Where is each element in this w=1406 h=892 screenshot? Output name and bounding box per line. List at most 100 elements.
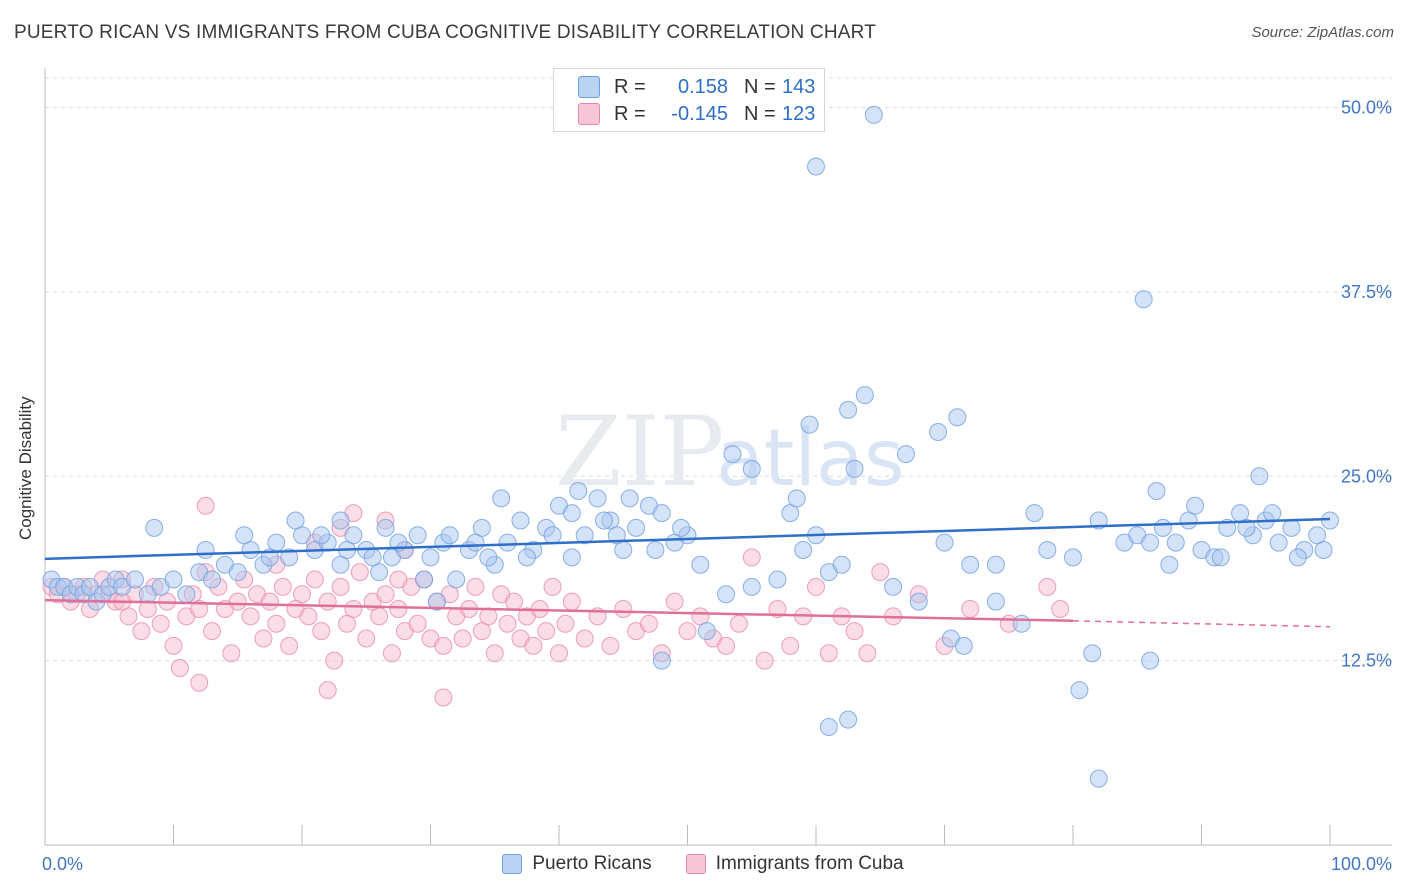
data-point-puerto-ricans (935, 533, 954, 552)
data-point-puerto-ricans (203, 570, 222, 589)
data-point-immigrants-from-cuba (151, 614, 170, 633)
data-point-immigrants-from-cuba (190, 600, 209, 618)
data-point-immigrants-from-cuba (562, 592, 581, 611)
data-point-puerto-ricans (1218, 518, 1237, 537)
data-point-immigrants-from-cuba (312, 622, 331, 641)
trend-line-puerto-ricans (44, 517, 1331, 561)
data-point-immigrants-from-cuba (434, 636, 453, 655)
data-point-immigrants-from-cuba (344, 600, 363, 618)
data-point-puerto-ricans (228, 563, 247, 582)
legend-row-immigrants-from-cuba: R = -0.145 N = 123 (578, 101, 815, 127)
data-point-puerto-ricans (717, 585, 736, 604)
data-point-puerto-ricans (961, 555, 980, 574)
data-point-immigrants-from-cuba (273, 577, 292, 596)
data-point-puerto-ricans (839, 710, 858, 729)
data-point-immigrants-from-cuba (299, 607, 318, 626)
data-point-puerto-ricans (440, 526, 459, 545)
data-point-puerto-ricans (1141, 651, 1160, 670)
data-point-immigrants-from-cuba (203, 622, 222, 641)
legend-swatch-blue (502, 854, 523, 874)
data-point-puerto-ricans (607, 526, 626, 545)
data-point-immigrants-from-cuba (505, 592, 524, 611)
data-point-immigrants-from-cuba (768, 600, 787, 618)
data-point-immigrants-from-cuba (389, 600, 408, 618)
data-point-immigrants-from-cuba (871, 563, 890, 582)
data-point-puerto-ricans (1012, 614, 1031, 633)
data-point-immigrants-from-cuba (845, 622, 864, 641)
data-point-immigrants-from-cuba (260, 592, 279, 611)
data-point-puerto-ricans (1134, 290, 1153, 309)
data-point-immigrants-from-cuba (196, 496, 215, 515)
data-point-puerto-ricans (1282, 518, 1301, 537)
data-point-puerto-ricans (312, 526, 331, 545)
data-point-immigrants-from-cuba (781, 636, 800, 655)
data-point-puerto-ricans (807, 157, 825, 176)
legend-item-immigrants-from-cuba[interactable]: Immigrants from Cuba (685, 853, 904, 875)
series-immigrants-from-cuba-points (42, 496, 1070, 707)
data-point-immigrants-from-cuba (665, 592, 684, 611)
data-point-immigrants-from-cuba (228, 592, 247, 611)
data-point-immigrants-from-cuba (325, 651, 344, 670)
data-point-immigrants-from-cuba (389, 570, 408, 589)
data-point-immigrants-from-cuba (453, 629, 472, 648)
data-point-immigrants-from-cuba (556, 614, 575, 633)
watermark: ZIP atlas (555, 396, 905, 508)
data-point-puerto-ricans (1186, 496, 1205, 515)
data-point-puerto-ricans (627, 518, 646, 537)
data-point-puerto-ricans (427, 592, 446, 611)
data-point-immigrants-from-cuba (729, 614, 748, 633)
data-point-immigrants-from-cuba (434, 688, 453, 707)
data-point-immigrants-from-cuba (293, 585, 311, 604)
data-point-puerto-ricans (1321, 511, 1339, 530)
data-point-puerto-ricans (697, 622, 716, 641)
data-point-puerto-ricans (794, 541, 813, 559)
legend-r-value: -0.145 (671, 102, 728, 125)
data-point-puerto-ricans (723, 445, 742, 464)
data-point-puerto-ricans (855, 386, 874, 405)
data-point-puerto-ricans (672, 518, 691, 537)
data-point-immigrants-from-cuba (755, 651, 774, 670)
source-label: Source: ZipAtlas.com (1251, 24, 1394, 41)
y-tick-label: 37.5% (1341, 282, 1392, 302)
legend-label-puerto-ricans: Puerto Ricans (532, 853, 652, 874)
data-point-puerto-ricans (286, 511, 305, 530)
data-point-puerto-ricans (986, 555, 1005, 574)
axes (44, 68, 1392, 846)
data-point-puerto-ricans (1089, 769, 1108, 788)
data-point-immigrants-from-cuba (254, 629, 273, 648)
data-point-immigrants-from-cuba (807, 577, 825, 596)
data-point-immigrants-from-cuba (1051, 600, 1070, 618)
tick-labels: 12.5% 25.0% 37.5% 50.0% 0.0% 100.0% (42, 98, 1392, 875)
data-point-puerto-ricans (948, 408, 967, 427)
data-point-puerto-ricans (1288, 548, 1307, 567)
data-point-puerto-ricans (1089, 511, 1108, 530)
legend-swatch-pink (578, 103, 600, 125)
legend-item-puerto-ricans[interactable]: Puerto Ricans (502, 853, 652, 875)
trend-line-immigrants-from-cuba-extension (1072, 620, 1331, 628)
data-point-puerto-ricans (164, 570, 183, 589)
y-tick-label: 50.0% (1341, 98, 1392, 118)
data-point-immigrants-from-cuba (370, 607, 389, 626)
data-point-puerto-ricans (800, 415, 819, 434)
data-point-puerto-ricans (1025, 504, 1044, 523)
legend-n-value: 143 (782, 75, 816, 98)
data-point-puerto-ricans (652, 504, 671, 523)
data-point-puerto-ricans (594, 511, 613, 530)
trend-line-immigrants-from-cuba (44, 598, 1074, 623)
data-point-puerto-ricans (954, 636, 973, 655)
data-point-immigrants-from-cuba (961, 600, 980, 618)
data-point-immigrants-from-cuba (305, 570, 324, 589)
data-point-puerto-ricans (447, 570, 466, 589)
data-point-puerto-ricans (986, 592, 1005, 611)
data-point-immigrants-from-cuba (498, 614, 517, 633)
legend-r-value: 0.158 (677, 75, 728, 98)
data-point-puerto-ricans (1250, 467, 1269, 486)
data-point-puerto-ricans (1141, 533, 1160, 552)
data-point-immigrants-from-cuba (132, 622, 151, 641)
data-point-puerto-ricans (839, 400, 858, 419)
chart-title: PUERTO RICAN VS IMMIGRANTS FROM CUBA COG… (14, 22, 877, 43)
legend-r-label: R = (614, 75, 646, 98)
data-point-immigrants-from-cuba (164, 636, 183, 655)
data-point-immigrants-from-cuba (170, 659, 189, 677)
